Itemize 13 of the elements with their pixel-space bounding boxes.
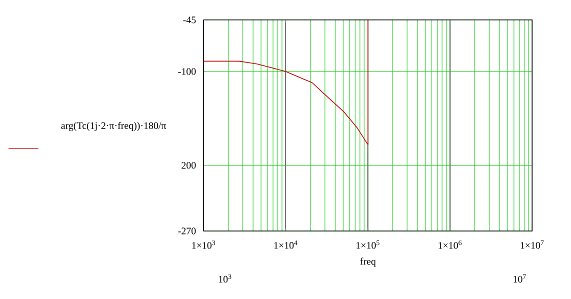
y-tick-label: -45 [183, 16, 196, 24]
x-tick-label: 1×10$^{3}$ [192, 240, 216, 249]
text: 10$^{3}$ [218, 274, 232, 283]
x-tick-label: 1×10$^{6}$ [438, 240, 462, 249]
y-axis-title: arg(Tc(1j·2·π·freq))·180/π [61, 122, 166, 132]
x-tick-label: 1×10$^{5}$ [356, 240, 380, 249]
text: 10$^{7}$ [514, 274, 526, 283]
x-tick-label: 1×10$^{4}$ [274, 240, 298, 249]
x-axis-title: freq [360, 258, 376, 267]
y-tick-label: -100 [178, 68, 196, 76]
y-tick-label: 200 [182, 162, 196, 169]
y-tick-label: -270 [178, 228, 196, 234]
x-tick-label: 1×10$^{7}$ [520, 240, 544, 249]
